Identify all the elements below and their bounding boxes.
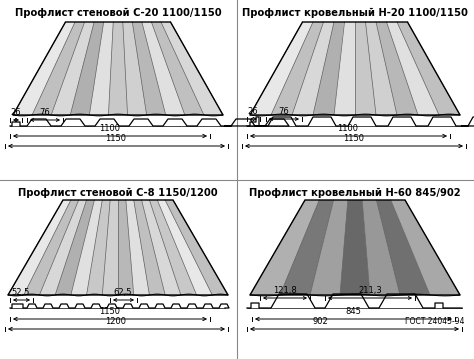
Polygon shape	[132, 22, 166, 115]
Polygon shape	[87, 200, 110, 295]
Text: 1150: 1150	[106, 134, 127, 143]
Polygon shape	[397, 22, 460, 115]
Text: Профлист кровельный Н-20 1100/1150: Профлист кровельный Н-20 1100/1150	[242, 8, 468, 18]
Polygon shape	[151, 22, 204, 115]
Text: 902: 902	[312, 317, 328, 326]
Polygon shape	[250, 22, 460, 115]
Polygon shape	[142, 22, 185, 115]
Polygon shape	[165, 200, 228, 295]
Polygon shape	[340, 200, 370, 295]
Text: 211,3: 211,3	[358, 286, 382, 295]
Polygon shape	[142, 200, 181, 295]
Polygon shape	[355, 22, 376, 115]
Polygon shape	[310, 200, 348, 295]
Polygon shape	[102, 200, 118, 295]
Polygon shape	[280, 200, 334, 295]
Text: Профлист кровельный Н-60 845/902: Профлист кровельный Н-60 845/902	[249, 188, 461, 198]
Polygon shape	[13, 22, 75, 115]
Polygon shape	[161, 22, 223, 115]
Polygon shape	[90, 22, 113, 115]
Text: 52,5: 52,5	[12, 288, 30, 297]
Polygon shape	[8, 200, 71, 295]
Polygon shape	[109, 22, 128, 115]
Text: 76: 76	[40, 108, 50, 117]
Polygon shape	[71, 200, 102, 295]
Text: 1100: 1100	[337, 124, 358, 133]
Polygon shape	[13, 22, 223, 115]
Polygon shape	[365, 22, 397, 115]
Text: ГОСТ 24045-94: ГОСТ 24045-94	[405, 317, 465, 326]
Polygon shape	[313, 22, 345, 115]
Polygon shape	[292, 22, 334, 115]
Polygon shape	[362, 200, 400, 295]
Polygon shape	[391, 200, 460, 295]
Polygon shape	[134, 200, 165, 295]
Polygon shape	[70, 22, 104, 115]
Polygon shape	[250, 22, 313, 115]
Text: 121,8: 121,8	[273, 286, 297, 295]
Polygon shape	[55, 200, 94, 295]
Polygon shape	[123, 22, 146, 115]
Polygon shape	[386, 22, 439, 115]
Text: 845: 845	[345, 307, 361, 316]
Polygon shape	[24, 200, 79, 295]
Text: Профлист стеновой С-20 1100/1150: Профлист стеновой С-20 1100/1150	[15, 8, 221, 18]
Text: 26: 26	[11, 108, 21, 117]
Polygon shape	[51, 22, 94, 115]
Polygon shape	[250, 200, 460, 295]
Text: 26: 26	[248, 107, 258, 116]
Polygon shape	[157, 200, 212, 295]
Polygon shape	[39, 200, 87, 295]
Polygon shape	[334, 22, 355, 115]
Text: 1150: 1150	[344, 134, 365, 143]
Text: 1200: 1200	[106, 317, 127, 326]
Polygon shape	[118, 200, 134, 295]
Polygon shape	[32, 22, 84, 115]
Text: 1100: 1100	[100, 124, 120, 133]
Polygon shape	[376, 22, 418, 115]
Polygon shape	[271, 22, 323, 115]
Text: 62,5: 62,5	[114, 288, 132, 297]
Text: 76: 76	[279, 107, 289, 116]
Polygon shape	[8, 200, 228, 295]
Polygon shape	[376, 200, 430, 295]
Polygon shape	[126, 200, 149, 295]
Text: Профлист стеновой С-8 1150/1200: Профлист стеновой С-8 1150/1200	[18, 188, 218, 198]
Polygon shape	[250, 200, 319, 295]
Polygon shape	[149, 200, 197, 295]
Text: 1150: 1150	[100, 307, 120, 316]
